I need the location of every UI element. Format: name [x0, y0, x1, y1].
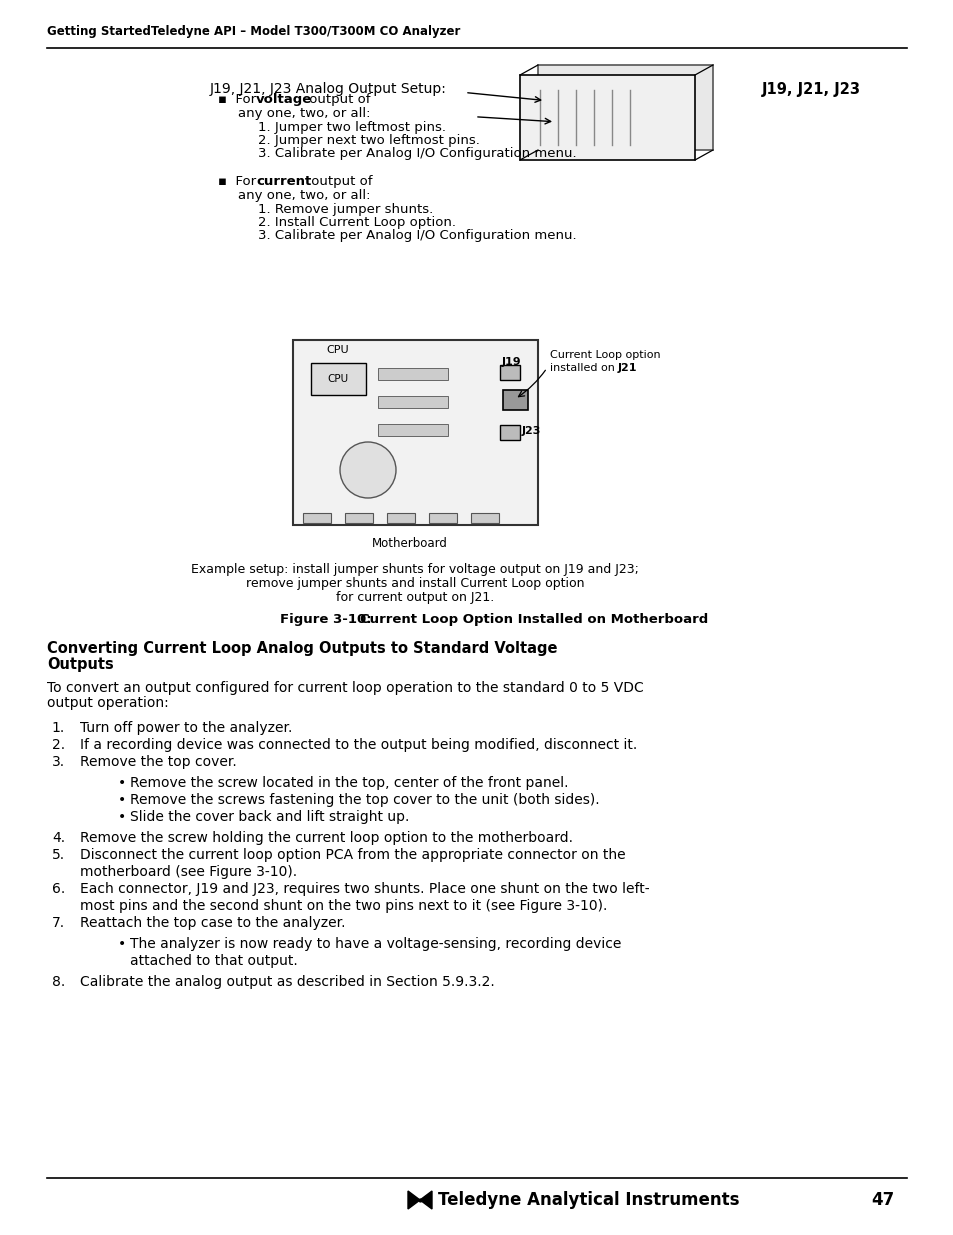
Text: ▪  For: ▪ For [218, 175, 260, 188]
Text: J23: J23 [521, 426, 540, 436]
Text: J19: J19 [501, 357, 521, 367]
Text: Outputs: Outputs [47, 657, 113, 672]
Text: Example setup: install jumper shunts for voltage output on J19 and J23;: Example setup: install jumper shunts for… [191, 563, 639, 576]
Text: attached to that output.: attached to that output. [130, 953, 297, 968]
Text: To convert an output configured for current loop operation to the standard 0 to : To convert an output configured for curr… [47, 680, 643, 695]
Text: voltage: voltage [255, 93, 312, 106]
Text: •: • [118, 776, 126, 790]
Text: output operation:: output operation: [47, 697, 169, 710]
Text: CPU: CPU [327, 374, 348, 384]
Polygon shape [408, 1191, 419, 1209]
Text: most pins and the second shunt on the two pins next to it (see Figure 3-10).: most pins and the second shunt on the tw… [80, 899, 607, 913]
Text: any one, two, or all:: any one, two, or all: [237, 189, 370, 203]
Text: 1. Jumper two leftmost pins.: 1. Jumper two leftmost pins. [257, 121, 446, 135]
Text: •: • [118, 793, 126, 806]
Bar [377, 424, 448, 436]
Text: Getting StartedTeledyne API – Model T300/T300M CO Analyzer: Getting StartedTeledyne API – Model T300… [47, 25, 460, 38]
Text: Current Loop option: Current Loop option [550, 350, 659, 359]
Text: 3.: 3. [51, 755, 65, 769]
Bar [499, 425, 519, 440]
Bar [502, 390, 527, 410]
Bar [311, 363, 366, 395]
Text: Slide the cover back and lift straight up.: Slide the cover back and lift straight u… [130, 810, 409, 824]
Text: The analyzer is now ready to have a voltage-sensing, recording device: The analyzer is now ready to have a volt… [130, 937, 620, 951]
Text: 2.: 2. [51, 739, 65, 752]
Text: current: current [255, 175, 311, 188]
Text: If a recording device was connected to the output being modified, disconnect it.: If a recording device was connected to t… [80, 739, 637, 752]
Text: 1.: 1. [51, 721, 65, 735]
Text: 6.: 6. [51, 882, 65, 897]
Polygon shape [419, 1191, 432, 1209]
Text: Current Loop Option Installed on Motherboard: Current Loop Option Installed on Motherb… [359, 613, 707, 626]
Bar [377, 368, 448, 380]
Text: CPU: CPU [326, 345, 349, 354]
Text: Reattach the top case to the analyzer.: Reattach the top case to the analyzer. [80, 916, 345, 930]
Text: J19, J21, J23: J19, J21, J23 [761, 82, 861, 98]
Text: ▪  For: ▪ For [218, 93, 260, 106]
Text: 2. Install Current Loop option.: 2. Install Current Loop option. [257, 216, 456, 228]
Bar [499, 366, 519, 380]
Text: for current output on J21.: for current output on J21. [335, 592, 494, 604]
Text: J19, J21, J23 Analog Output Setup:: J19, J21, J23 Analog Output Setup: [210, 82, 446, 96]
Text: Each connector, J19 and J23, requires two shunts. Place one shunt on the two lef: Each connector, J19 and J23, requires tw… [80, 882, 649, 897]
Text: Figure 3-10:: Figure 3-10: [280, 613, 372, 626]
Bar [377, 396, 448, 408]
Text: 8.: 8. [51, 974, 65, 989]
Bar [519, 75, 695, 161]
Bar [387, 513, 415, 522]
Text: 7.: 7. [51, 916, 65, 930]
Text: Teledyne Analytical Instruments: Teledyne Analytical Instruments [437, 1191, 739, 1209]
Text: •: • [118, 810, 126, 824]
Circle shape [339, 442, 395, 498]
Bar [429, 513, 456, 522]
Bar [303, 513, 331, 522]
Text: any one, two, or all:: any one, two, or all: [237, 107, 370, 120]
Text: Remove the screw located in the top, center of the front panel.: Remove the screw located in the top, cen… [130, 776, 568, 790]
Text: remove jumper shunts and install Current Loop option: remove jumper shunts and install Current… [246, 577, 583, 590]
Bar [471, 513, 498, 522]
Text: 3. Calibrate per Analog I/O Configuration menu.: 3. Calibrate per Analog I/O Configuratio… [257, 147, 576, 161]
Text: 3. Calibrate per Analog I/O Configuration menu.: 3. Calibrate per Analog I/O Configuratio… [257, 228, 576, 242]
Text: 2. Jumper next two leftmost pins.: 2. Jumper next two leftmost pins. [257, 135, 479, 147]
Text: output of: output of [305, 93, 370, 106]
Text: 47: 47 [871, 1191, 894, 1209]
Text: Remove the top cover.: Remove the top cover. [80, 755, 236, 769]
Text: •: • [118, 937, 126, 951]
Bar [345, 513, 373, 522]
Text: motherboard (see Figure 3-10).: motherboard (see Figure 3-10). [80, 864, 296, 879]
Text: Remove the screws fastening the top cover to the unit (both sides).: Remove the screws fastening the top cove… [130, 793, 599, 806]
Bar [537, 65, 712, 149]
Text: Turn off power to the analyzer.: Turn off power to the analyzer. [80, 721, 292, 735]
Text: J21: J21 [618, 363, 637, 373]
Text: Motherboard: Motherboard [372, 537, 448, 550]
Text: Converting Current Loop Analog Outputs to Standard Voltage: Converting Current Loop Analog Outputs t… [47, 641, 557, 656]
Text: 1. Remove jumper shunts.: 1. Remove jumper shunts. [257, 203, 433, 216]
Text: Disconnect the current loop option PCA from the appropriate connector on the: Disconnect the current loop option PCA f… [80, 848, 625, 862]
Text: Calibrate the analog output as described in Section 5.9.3.2.: Calibrate the analog output as described… [80, 974, 495, 989]
Text: output of: output of [307, 175, 372, 188]
Text: 4.: 4. [51, 831, 65, 845]
Text: 5.: 5. [51, 848, 65, 862]
Text: Remove the screw holding the current loop option to the motherboard.: Remove the screw holding the current loo… [80, 831, 573, 845]
Bar [293, 340, 537, 525]
Text: installed on: installed on [550, 363, 618, 373]
